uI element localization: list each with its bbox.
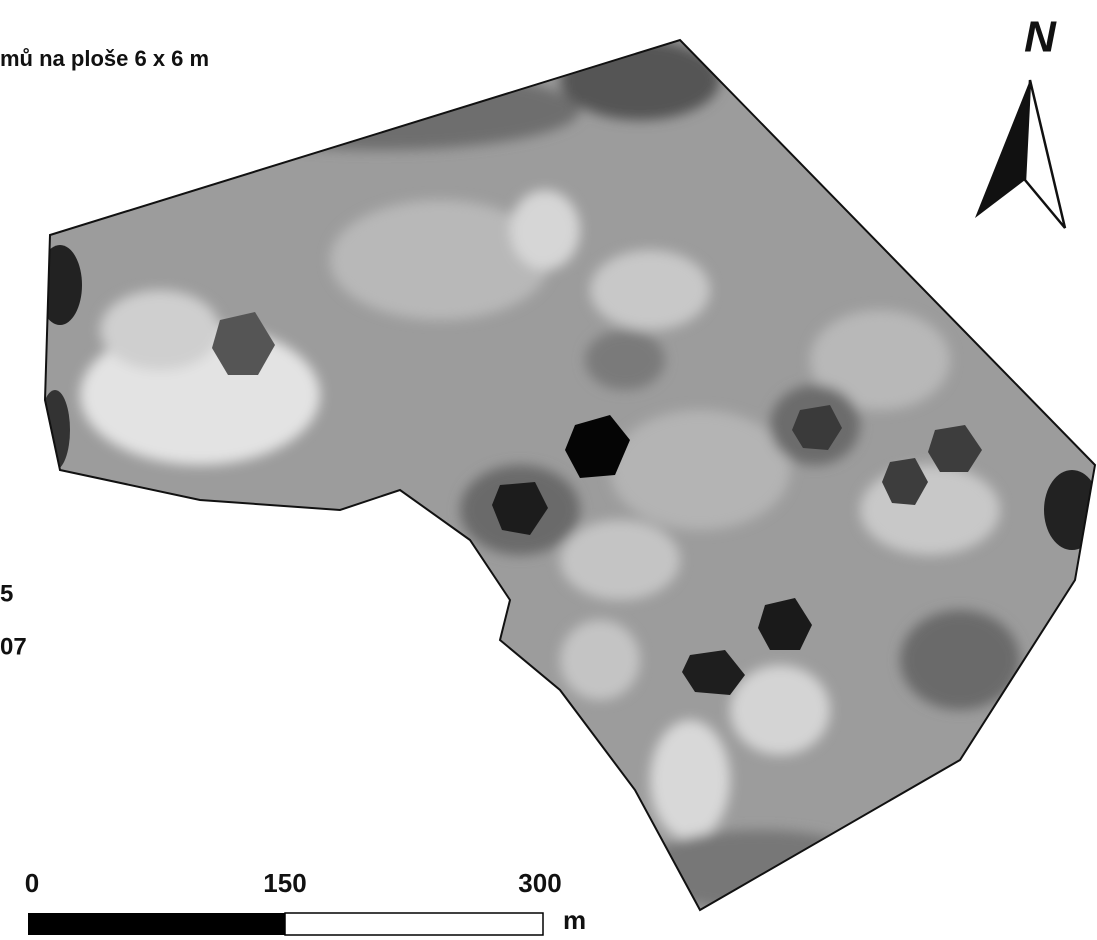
light-patch bbox=[560, 520, 680, 600]
light-patch bbox=[610, 410, 790, 530]
north-arrow-right bbox=[1025, 80, 1065, 228]
light-patch bbox=[650, 720, 730, 840]
scale-tick-label: 0 bbox=[25, 868, 39, 898]
scale-tick-label: 150 bbox=[263, 868, 306, 898]
scale-unit: m bbox=[563, 905, 586, 935]
dark-patch bbox=[640, 830, 880, 910]
light-patch bbox=[560, 620, 640, 700]
north-label: N bbox=[1024, 13, 1057, 62]
map-title: mů na ploše 6 x 6 m bbox=[0, 46, 209, 71]
dark-spot bbox=[38, 245, 82, 325]
dark-patch bbox=[585, 330, 665, 390]
north-arrow-left bbox=[975, 80, 1030, 218]
light-patch bbox=[510, 190, 580, 270]
map: mů na ploše 6 x 6 m N 5 07 0 150 300 m bbox=[0, 0, 1097, 940]
light-patch bbox=[590, 250, 710, 330]
light-patch bbox=[100, 290, 220, 370]
legend-label: 07 bbox=[0, 633, 27, 660]
scale-tick-label: 300 bbox=[518, 868, 561, 898]
dark-patch bbox=[180, 70, 580, 150]
legend-label: 5 bbox=[0, 580, 13, 607]
light-patch bbox=[860, 465, 1000, 555]
scale-bar-black bbox=[28, 913, 285, 935]
light-patch bbox=[730, 665, 830, 755]
raster-map bbox=[0, 0, 1097, 940]
scale-bar-white bbox=[285, 913, 543, 935]
